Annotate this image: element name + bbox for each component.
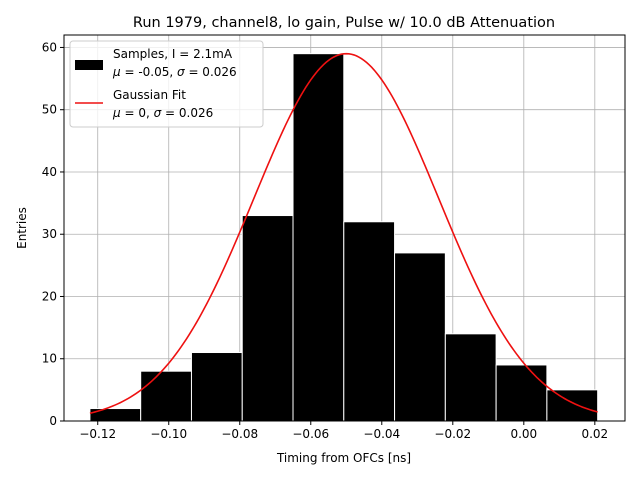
histogram-bars [89,53,599,422]
y-tick-label: 0 [49,414,57,428]
x-tick-label: −0.04 [363,427,400,441]
histogram-bar [394,252,446,422]
histogram-bar [343,221,396,422]
legend-fit-stats: μ = 0, σ = 0.026 [112,106,213,120]
legend: Samples, I = 2.1mA μ = -0.05, σ = 0.026 … [69,40,264,128]
histogram-bar [495,364,548,422]
legend-samples-swatch [75,60,103,70]
gaussian-fit-line [89,52,598,415]
x-axis-label: Timing from OFCs [ns] [276,451,411,465]
y-tick-label: 50 [42,103,57,117]
x-tick-label: 0.02 [581,427,608,441]
histogram-bar [546,389,599,422]
x-tick-label: 0.00 [510,427,537,441]
x-tick-label: −0.10 [150,427,187,441]
legend-frame [69,40,264,128]
y-tick-label: 20 [42,289,57,303]
y-axis-ticks: 0 10 20 30 40 50 60 [42,40,64,428]
histogram-bar [89,408,142,422]
x-axis-ticks: −0.12 −0.10 −0.08 −0.06 −0.04 −0.02 0.00 0.02 [79,421,608,441]
y-tick-label: 30 [42,227,57,241]
y-tick-label: 10 [42,352,57,366]
legend-samples-stats: μ = -0.05, σ = 0.026 [112,65,237,79]
histogram-bar [292,53,345,422]
plot-frame [63,34,626,422]
y-tick-label: 40 [42,165,57,179]
histogram-bar [190,352,243,422]
legend-samples-label: Samples, I = 2.1mA [113,47,233,61]
x-tick-label: −0.02 [434,427,471,441]
chart-title: Run 1979, channel8, lo gain, Pulse w/ 10… [133,15,555,31]
x-tick-label: −0.06 [292,427,329,441]
x-tick-label: −0.08 [221,427,258,441]
y-axis-label: Entries [15,207,29,249]
histogram-bar [140,370,192,422]
histogram-bar [444,333,497,422]
y-tick-label: 60 [42,40,57,54]
histogram-bar [241,215,294,422]
gaussian-fit [89,52,598,415]
legend-fit-label: Gaussian Fit [113,88,186,102]
x-tick-label: −0.12 [79,427,116,441]
